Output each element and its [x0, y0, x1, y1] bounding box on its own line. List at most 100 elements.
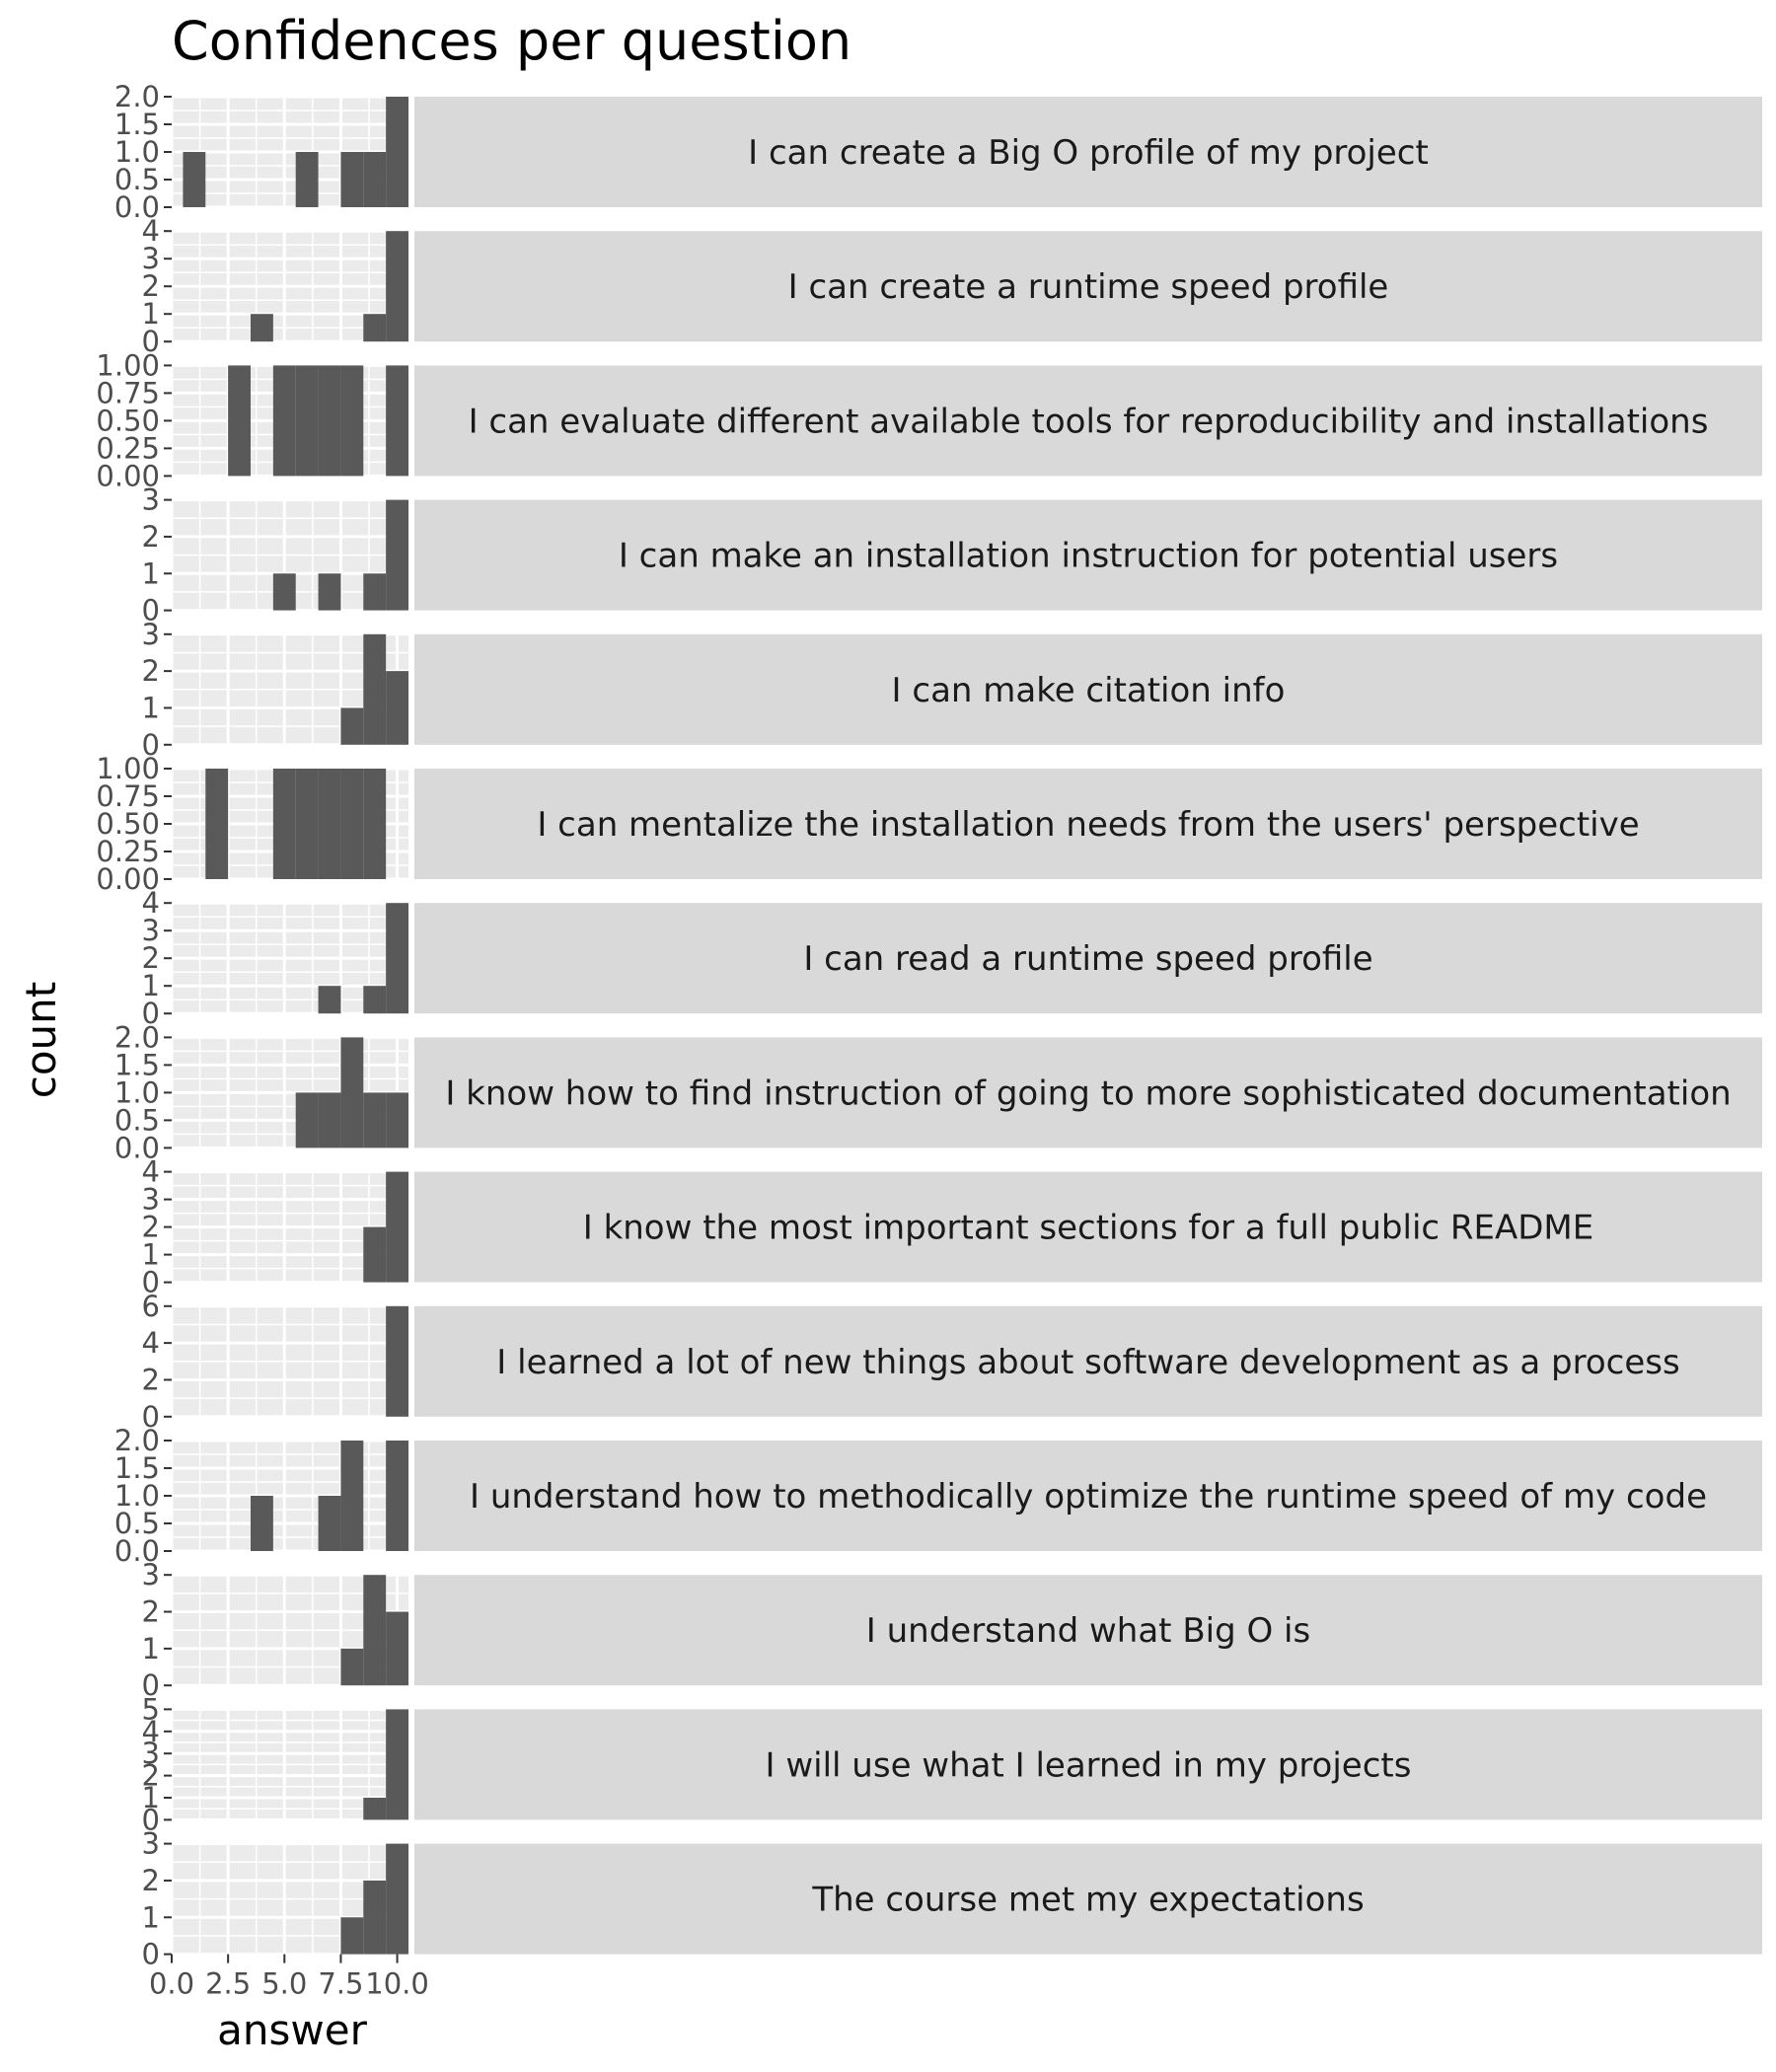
- y-tick-label: 2: [142, 1211, 160, 1244]
- facet-strip: [414, 1305, 1762, 1417]
- facet-strip: [414, 97, 1762, 207]
- histogram-bar: [295, 769, 319, 879]
- histogram-bar: [340, 707, 364, 745]
- y-tick-label: 3: [142, 242, 160, 275]
- x-tick-label: 5.0: [261, 1967, 307, 2001]
- y-tick-label: 1: [142, 1238, 160, 1272]
- y-tick-label: 0: [142, 1668, 160, 1702]
- y-tick-label: 0: [142, 997, 160, 1030]
- y-tick-label: 0.25: [96, 431, 160, 465]
- facet-strip-label: I can create a Big O profile of my proje…: [748, 133, 1429, 173]
- y-tick-label: 0: [142, 594, 160, 628]
- y-tick-label: 4: [142, 214, 160, 248]
- histogram-bar: [363, 314, 387, 342]
- y-tick-label: 0: [142, 1803, 160, 1836]
- y-tick-label: 1: [142, 1900, 160, 1934]
- y-tick-label: 5: [142, 1692, 160, 1726]
- facet-11: 012 3 I understand what Big O is: [142, 1558, 1762, 1702]
- y-tick-label: 3: [142, 618, 160, 651]
- histogram-bar: [386, 97, 408, 207]
- facet-4: 0 123 I can make citation info: [142, 618, 1762, 762]
- histogram-bar: [386, 1092, 408, 1148]
- y-tick-label: 4: [142, 886, 160, 920]
- y-tick-label: 1.5: [114, 1048, 160, 1081]
- y-tick-label: 0.75: [96, 376, 160, 409]
- y-tick-label: 0.50: [96, 807, 160, 841]
- y-tick-label: 1.5: [114, 108, 160, 141]
- facet-strip-label: I will use what I learned in my projects: [766, 1745, 1412, 1785]
- histogram-bar: [295, 365, 319, 477]
- histogram-bar: [272, 573, 296, 611]
- y-tick-label: 6: [142, 1290, 160, 1323]
- histogram-bar: [386, 671, 408, 745]
- x-tick-label: 10.0: [365, 1967, 429, 2001]
- y-tick-label: 1.0: [114, 1479, 160, 1513]
- histogram-bar: [386, 1611, 408, 1686]
- y-axis-title: count: [17, 982, 65, 1099]
- y-tick-label: 3: [142, 1183, 160, 1217]
- y-tick-label: 1.0: [114, 135, 160, 169]
- y-tick-label: 4: [142, 1326, 160, 1360]
- x-axis-title: answer: [217, 2006, 367, 2054]
- x-tick-label: 2.5: [205, 1967, 251, 2001]
- histogram-bar: [272, 365, 296, 477]
- histogram-bar: [251, 1496, 273, 1551]
- facet-0: 0.00.51.01.52.0 I can create a Big O prof…: [114, 80, 1762, 224]
- facet-strip-label: I know how to find instruction of going …: [445, 1073, 1731, 1113]
- facet-2: 0.000.250.500.751.00 I can evaluate diffe…: [96, 348, 1762, 492]
- histogram-bar: [340, 1648, 364, 1686]
- y-tick-label: 1: [142, 556, 160, 590]
- y-tick-label: 2: [142, 520, 160, 554]
- histogram-bar: [386, 1441, 408, 1551]
- y-tick-label: 1: [142, 691, 160, 724]
- histogram-bar: [295, 1092, 319, 1148]
- histogram-bar: [363, 1798, 387, 1820]
- facet-strip: [414, 365, 1762, 477]
- y-tick-label: 2: [142, 654, 160, 688]
- y-tick-label: 1.0: [114, 1075, 160, 1109]
- histogram-bar: [251, 314, 273, 342]
- histogram-bar: [386, 1305, 408, 1417]
- facet-strip-label: I can read a runtime speed profile: [803, 939, 1372, 979]
- histogram-bar: [340, 769, 364, 879]
- histogram-bar: [363, 1575, 387, 1686]
- y-tick-label: 0.00: [96, 862, 160, 896]
- y-tick-label: 0: [142, 1266, 160, 1299]
- y-tick-label: 2.0: [114, 1424, 160, 1457]
- facet-strip: [414, 1709, 1762, 1820]
- y-tick-label: 0.00: [96, 459, 160, 492]
- histogram-bar: [386, 231, 408, 342]
- y-tick-label: 3: [142, 1737, 160, 1770]
- facet-13: 0 123 The course met my expectations: [142, 1827, 1762, 1971]
- facet-strip-label: I can evaluate different available tools…: [469, 402, 1709, 441]
- histogram-bar: [272, 769, 296, 879]
- facet-5: 0.000.250.500.751.00 I can mentalize the …: [96, 752, 1762, 896]
- facet-strip-label: I can make an installation instruction f…: [619, 537, 1558, 576]
- facet-strip: [414, 1441, 1762, 1551]
- y-tick-label: 3: [142, 1827, 160, 1861]
- x-axis: 0.0 2.5 5.0 7.5 10.0: [149, 1954, 429, 2001]
- facet-strip-label: I learned a lot of new things about soft…: [496, 1343, 1679, 1382]
- histogram-bar: [340, 152, 364, 207]
- histogram-bar: [340, 1441, 364, 1551]
- histogram-bar: [386, 365, 408, 477]
- y-tick-label: 0.0: [114, 1534, 160, 1568]
- facet-strip: [414, 1575, 1762, 1686]
- histogram-bar: [386, 1843, 408, 1955]
- histogram-bar: [386, 903, 408, 1014]
- histogram-bar: [386, 1171, 408, 1283]
- chart-title: Confidences per question: [172, 10, 851, 72]
- y-tick-label: 0: [142, 1938, 160, 1971]
- histogram-bar: [363, 152, 387, 207]
- histogram-bar: [318, 1496, 341, 1551]
- y-tick-label: 4: [142, 1155, 160, 1189]
- y-tick-label: 1.00: [96, 348, 160, 382]
- facet-strip-label: I know the most important sections for a…: [583, 1209, 1594, 1248]
- y-tick-label: 2.0: [114, 80, 160, 113]
- facet-strip: [414, 231, 1762, 342]
- facet-9: 0 246 I learned a lot of new things about …: [142, 1290, 1762, 1434]
